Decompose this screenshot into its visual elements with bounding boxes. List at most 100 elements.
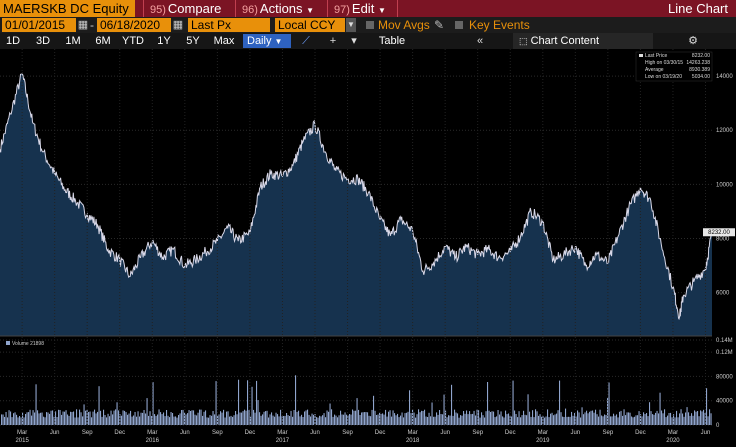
mov-avgs-checkbox[interactable] — [366, 21, 374, 29]
collapse-icon[interactable]: « — [476, 35, 484, 47]
volume-bar — [686, 407, 688, 425]
volume-bar — [146, 398, 148, 425]
volume-bar — [295, 375, 297, 425]
volume-bar — [424, 409, 426, 425]
currency-select[interactable]: Local CCY — [275, 18, 345, 32]
volume-bar — [413, 412, 415, 425]
time-tick-label: Jun — [310, 430, 320, 436]
volume-bar — [292, 416, 294, 425]
frequency-select[interactable]: Daily ▼ — [243, 34, 291, 48]
volume-bar — [227, 411, 229, 425]
chart-content-icon: ⬚ — [519, 36, 528, 46]
range-1m[interactable]: 1M — [65, 35, 81, 47]
volume-bar — [658, 413, 660, 425]
range-3d[interactable]: 3D — [35, 35, 51, 47]
calendar-icon[interactable]: ▦ — [172, 19, 184, 31]
crosshair-icon[interactable]: + — [329, 35, 337, 47]
volume-bar — [622, 415, 624, 425]
gear-icon[interactable]: ⚙ — [688, 35, 698, 47]
volume-bar — [692, 415, 694, 425]
volume-bar — [448, 415, 450, 425]
volume-bar — [28, 412, 30, 425]
volume-bar — [589, 411, 591, 425]
time-axis: Mar Jun Sep Dec Mar Jun Sep Dec Mar Jun Sep Dec Mar J… — [15, 49, 710, 444]
calendar-icon[interactable]: ▦ — [77, 19, 89, 31]
field-select[interactable]: Last Px — [188, 18, 270, 32]
volume-bar — [509, 416, 511, 425]
volume-bar — [550, 413, 552, 425]
actions-button[interactable]: 96) Actions ▼ — [242, 0, 314, 17]
volume-bar — [650, 411, 652, 425]
compare-button[interactable]: 95) Compare — [150, 0, 221, 17]
volume-bar — [100, 410, 102, 425]
chevron-down-icon[interactable]: ▾ — [351, 35, 357, 47]
volume-bar — [467, 414, 469, 425]
volume-bar — [707, 416, 709, 425]
volume-bar — [149, 411, 151, 425]
volume-bar — [10, 411, 12, 425]
end-date-input[interactable]: 06/18/2020 — [97, 18, 171, 32]
volume-bar — [601, 415, 603, 425]
volume-bar — [560, 412, 562, 425]
price-axis: 6000 8000 10000 12000 14000 — [716, 74, 733, 297]
volume-bar — [7, 417, 9, 425]
edit-button[interactable]: 97) Edit ▼ — [334, 0, 386, 17]
volume-bar — [409, 390, 411, 425]
range-ytd[interactable]: YTD — [122, 35, 144, 47]
volume-bar — [596, 414, 598, 425]
volume-bar — [77, 417, 79, 425]
volume-bar — [406, 412, 408, 425]
volume-bar — [154, 414, 156, 425]
volume-bar — [403, 417, 405, 425]
volume-bar — [571, 411, 573, 425]
key-events-checkbox[interactable] — [455, 21, 463, 29]
volume-bar — [490, 412, 492, 425]
volume-bar — [685, 412, 687, 425]
volume-bar — [137, 411, 139, 425]
volume-bar — [425, 416, 427, 425]
volume-bar — [388, 411, 390, 425]
volume-bar — [299, 416, 301, 425]
chevron-down-icon[interactable]: ▼ — [346, 18, 356, 32]
volume-bar — [257, 400, 259, 425]
volume-tick-label: 80000 — [716, 374, 733, 380]
volume-bar — [337, 417, 339, 425]
range-5y[interactable]: 5Y — [186, 35, 200, 47]
price-tick-label: 6000 — [716, 291, 730, 297]
volume-bar — [314, 414, 316, 425]
start-date-input[interactable]: 01/01/2015 — [2, 18, 76, 32]
volume-bar — [455, 412, 457, 425]
volume-bar — [554, 414, 556, 425]
ticker-field[interactable]: MAERSKB DC Equity — [0, 0, 135, 17]
volume-bar — [361, 412, 363, 425]
volume-bar — [662, 413, 664, 425]
year-label: 2017 — [276, 438, 290, 444]
volume-bar — [247, 380, 249, 425]
range-1y[interactable]: 1Y — [157, 35, 171, 47]
pencil-icon[interactable]: ✎ — [434, 18, 445, 32]
compare-label: Compare — [167, 1, 222, 16]
volume-bar — [371, 409, 373, 425]
volume-bar — [197, 412, 199, 425]
volume-bar — [268, 417, 270, 425]
volume-bar — [290, 410, 292, 425]
volume-bar — [709, 409, 711, 425]
volume-bar — [181, 410, 183, 425]
volume-bars — [1, 375, 712, 425]
volume-bar — [574, 413, 576, 425]
range-max[interactable]: Max — [213, 35, 235, 47]
range-1d[interactable]: 1D — [5, 35, 21, 47]
table-button[interactable]: Table — [378, 35, 406, 47]
chart-content-button[interactable]: ⬚ Chart Content — [513, 33, 653, 49]
price-chart[interactable]: 6000 8000 10000 12000 14000 0 40000 80000 0.12M… — [0, 49, 736, 447]
volume-bar — [256, 380, 258, 425]
volume-bar — [377, 414, 379, 425]
volume-bar — [223, 409, 225, 425]
range-6m[interactable]: 6M — [95, 35, 111, 47]
volume-bar — [535, 409, 537, 425]
line-chart-icon[interactable]: ⟋ — [302, 35, 310, 47]
volume-bar — [473, 410, 475, 425]
volume-bar — [421, 410, 423, 425]
volume-bar — [590, 410, 592, 425]
time-tick-label: Sep — [82, 430, 93, 436]
